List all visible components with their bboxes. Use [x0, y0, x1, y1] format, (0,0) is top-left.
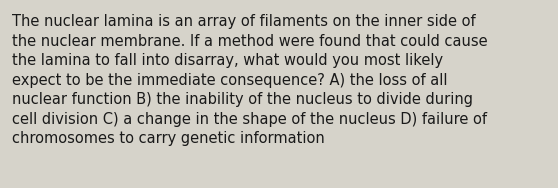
Text: The nuclear lamina is an array of filaments on the inner side of
the nuclear mem: The nuclear lamina is an array of filame…: [12, 14, 488, 146]
